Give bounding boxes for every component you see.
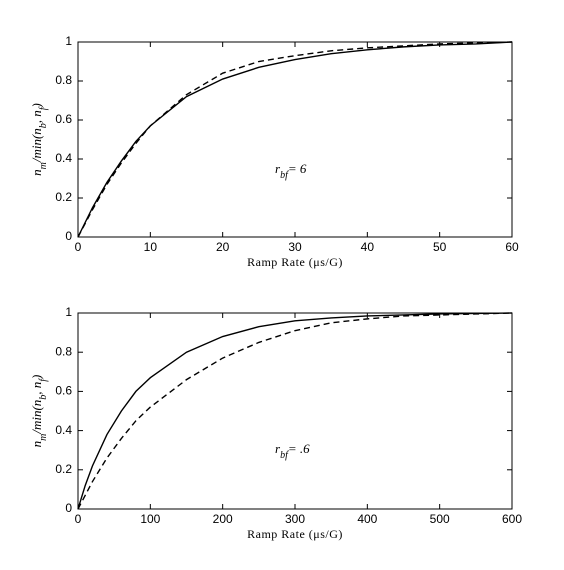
- annotation: rbf= .6: [275, 441, 310, 461]
- x-tick-label: 30: [288, 240, 302, 254]
- label-part: n: [29, 441, 44, 448]
- x-tick-label: 10: [144, 240, 158, 254]
- y-axis-label: nm/min(nb, nf): [29, 375, 49, 448]
- label-part: , n: [29, 382, 44, 395]
- label-part: r: [275, 161, 281, 176]
- series-line: [77, 41, 513, 238]
- y-tick-label: 0: [65, 501, 72, 515]
- x-tick-label: 60: [505, 240, 519, 254]
- label-part: bf: [280, 450, 289, 461]
- label-part: bf: [280, 170, 289, 181]
- y-tick-label: 0.4: [55, 423, 72, 437]
- x-tick-label: 300: [285, 512, 305, 526]
- subplot: 0 100 200 300 400 500 600 0 0.2 0.4 0.6 0.8 1 Ramp Ra…: [29, 305, 522, 541]
- label-part: m: [38, 434, 49, 441]
- x-tick-label: 100: [140, 512, 160, 526]
- y-tick-label: 0: [65, 229, 72, 243]
- x-tick-label: 0: [75, 240, 82, 254]
- label-part: n: [29, 169, 44, 176]
- series-line: [77, 41, 513, 238]
- label-part: b: [38, 123, 49, 128]
- y-tick-label: 0.6: [55, 384, 72, 398]
- series-line: [77, 312, 513, 510]
- y-tick-label: 0.8: [55, 73, 72, 87]
- y-tick-label: 0.2: [55, 462, 72, 476]
- x-axis-label: Ramp Rate (μs/G): [247, 255, 343, 269]
- y-tick-label: 0.8: [55, 344, 72, 358]
- axes-box: [77, 41, 513, 238]
- y-tick-label: 0.6: [55, 112, 72, 126]
- y-tick-label: 1: [65, 305, 72, 319]
- annotation: rbf= 6: [275, 161, 307, 181]
- label-part: /min(n: [29, 400, 44, 435]
- series-line: [77, 312, 513, 510]
- label-part: /min(n: [29, 128, 44, 163]
- x-tick-label: 200: [213, 512, 233, 526]
- label-part: r: [275, 441, 281, 456]
- x-tick-label: 400: [357, 512, 377, 526]
- x-axis-label: Ramp Rate (μs/G): [247, 527, 343, 541]
- x-tick-label: 40: [361, 240, 375, 254]
- y-tick-label: 0.2: [55, 190, 72, 204]
- label-part: , n: [29, 110, 44, 123]
- label-part: ): [29, 103, 44, 108]
- x-tick-label: 600: [502, 512, 522, 526]
- label-part: m: [38, 162, 49, 169]
- label-part: f: [38, 106, 49, 110]
- label-part: b: [38, 395, 49, 400]
- y-tick-label: 1: [65, 34, 72, 48]
- axes-box: [77, 312, 513, 510]
- y-tick-label: 0.4: [55, 151, 72, 165]
- label-part: ): [29, 375, 44, 380]
- subplot: 0 10 20 30 40 50 60 0 0.2 0.4 0.6 0.8 1 Ramp Rate (μs…: [29, 34, 519, 269]
- y-axis-label: nm/min(nb, nf): [29, 103, 49, 176]
- label-part: f: [38, 378, 49, 382]
- x-tick-label: 500: [430, 512, 450, 526]
- label-part: = .6: [288, 441, 310, 456]
- x-tick-label: 50: [433, 240, 447, 254]
- x-tick-label: 0: [75, 512, 82, 526]
- x-tick-label: 20: [216, 240, 230, 254]
- label-part: = 6: [288, 161, 307, 176]
